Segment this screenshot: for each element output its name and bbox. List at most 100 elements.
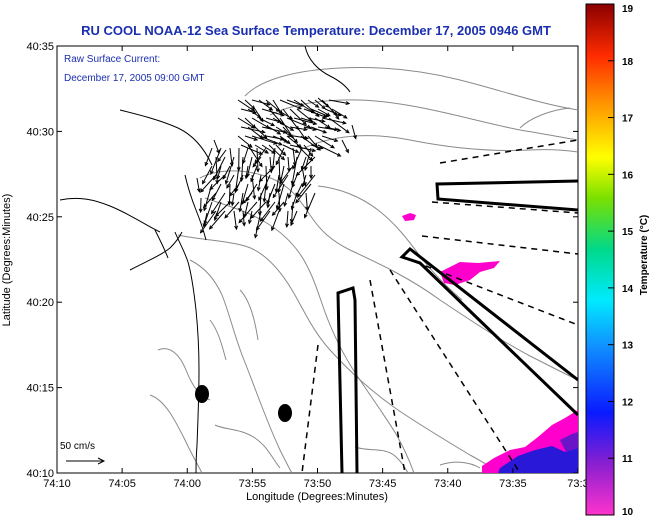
current-vector bbox=[242, 210, 245, 226]
current-vector bbox=[240, 126, 265, 133]
current-vector bbox=[286, 135, 302, 148]
sst-patch-small bbox=[402, 213, 416, 221]
colorbar-tick-label: 19 bbox=[622, 4, 634, 15]
y-tick-label: 40:30 bbox=[26, 126, 54, 138]
current-vector bbox=[254, 144, 269, 154]
current-vector bbox=[251, 117, 270, 129]
current-vector-head bbox=[277, 207, 282, 213]
current-vector-head bbox=[279, 179, 284, 185]
current-vector-head bbox=[234, 225, 239, 231]
radar-site-1 bbox=[195, 385, 209, 403]
current-vector bbox=[292, 147, 303, 169]
current-vector bbox=[286, 117, 311, 129]
current-vector bbox=[254, 147, 267, 164]
current-vector bbox=[244, 117, 256, 129]
current-vector bbox=[305, 192, 308, 210]
colorbar-tick-label: 12 bbox=[622, 397, 634, 408]
current-vector-head bbox=[278, 141, 283, 146]
current-vector-head bbox=[292, 165, 296, 170]
current-vector bbox=[254, 210, 262, 238]
current-vector bbox=[211, 192, 226, 214]
scale-arrowhead bbox=[97, 457, 106, 465]
current-vector-head bbox=[196, 188, 201, 193]
current-vector-head bbox=[271, 226, 275, 232]
current-vector-head bbox=[259, 135, 264, 140]
current-vector bbox=[213, 156, 226, 180]
current-vector bbox=[278, 156, 281, 181]
current-vector-head bbox=[345, 148, 349, 154]
current-vector bbox=[351, 124, 357, 139]
current-vector bbox=[293, 135, 309, 139]
current-vector bbox=[286, 210, 289, 227]
current-vector bbox=[295, 183, 312, 204]
current-vector-head bbox=[213, 216, 218, 222]
current-vector bbox=[310, 126, 327, 134]
x-tick-label: 73:50 bbox=[304, 478, 332, 490]
current-vector bbox=[272, 174, 289, 198]
current-vector-head bbox=[203, 206, 207, 212]
current-vector-head bbox=[198, 208, 203, 214]
x-tick-label: 73:55 bbox=[239, 478, 267, 490]
current-vector bbox=[271, 210, 280, 231]
current-vector bbox=[251, 135, 277, 145]
current-vector-head bbox=[229, 162, 234, 167]
x-tick-label: 74:05 bbox=[108, 478, 136, 490]
coastline bbox=[59, 46, 351, 473]
current-vector bbox=[259, 165, 276, 182]
current-vector bbox=[250, 165, 258, 182]
y-tick-label: 40:35 bbox=[26, 41, 54, 53]
current-vector bbox=[237, 117, 255, 129]
current-vector-head bbox=[242, 199, 247, 205]
colorbar-tick-label: 14 bbox=[622, 284, 634, 295]
colorbar-tick-label: 11 bbox=[622, 454, 633, 465]
current-vector-head bbox=[309, 174, 314, 180]
surface-current-label: Raw Surface Current: bbox=[64, 54, 160, 65]
current-vector-head bbox=[333, 138, 339, 143]
current-vector-head bbox=[280, 156, 286, 161]
current-vector bbox=[217, 149, 227, 162]
current-vector-head bbox=[259, 117, 264, 123]
current-vector-head bbox=[297, 105, 303, 110]
current-vector bbox=[215, 201, 231, 217]
radar-boxes bbox=[336, 179, 578, 473]
current-vector bbox=[246, 156, 253, 177]
current-vector-head bbox=[312, 121, 318, 126]
current-vector bbox=[225, 156, 235, 184]
current-vector bbox=[291, 201, 294, 223]
current-vector bbox=[304, 192, 316, 218]
current-vector-head bbox=[342, 120, 347, 125]
current-vector bbox=[258, 117, 275, 127]
current-vector-head bbox=[242, 159, 246, 165]
current-vector-head bbox=[203, 203, 208, 208]
current-vector-head bbox=[325, 103, 330, 108]
current-vector-head bbox=[239, 177, 244, 182]
current-vector bbox=[268, 144, 285, 160]
current-vector-head bbox=[224, 180, 229, 185]
current-vector-head bbox=[251, 105, 256, 110]
current-vector-head bbox=[335, 115, 340, 120]
current-vector bbox=[247, 108, 261, 119]
current-vector-head bbox=[261, 129, 266, 134]
current-vector bbox=[300, 135, 321, 151]
current-vector bbox=[328, 117, 350, 134]
current-vector bbox=[261, 108, 285, 116]
current-vector bbox=[226, 174, 235, 189]
current-vector-head bbox=[287, 194, 292, 199]
current-vector bbox=[275, 174, 280, 193]
current-vector bbox=[245, 165, 249, 179]
current-vector bbox=[292, 147, 296, 166]
current-vector-head bbox=[353, 134, 357, 140]
current-vector-head bbox=[255, 226, 260, 231]
current-vector bbox=[229, 183, 240, 197]
current-vector-head bbox=[336, 152, 342, 157]
current-vector bbox=[282, 144, 299, 153]
current-vector bbox=[341, 139, 349, 153]
colorbar-tick-label: 13 bbox=[622, 341, 634, 352]
current-vector bbox=[214, 201, 222, 221]
current-vector-head bbox=[217, 157, 222, 163]
x-tick-label: 73:40 bbox=[434, 478, 462, 490]
current-vector-head bbox=[303, 214, 308, 219]
current-vector-head bbox=[199, 229, 204, 234]
current-vector-head bbox=[216, 149, 220, 155]
current-vector bbox=[275, 147, 285, 165]
